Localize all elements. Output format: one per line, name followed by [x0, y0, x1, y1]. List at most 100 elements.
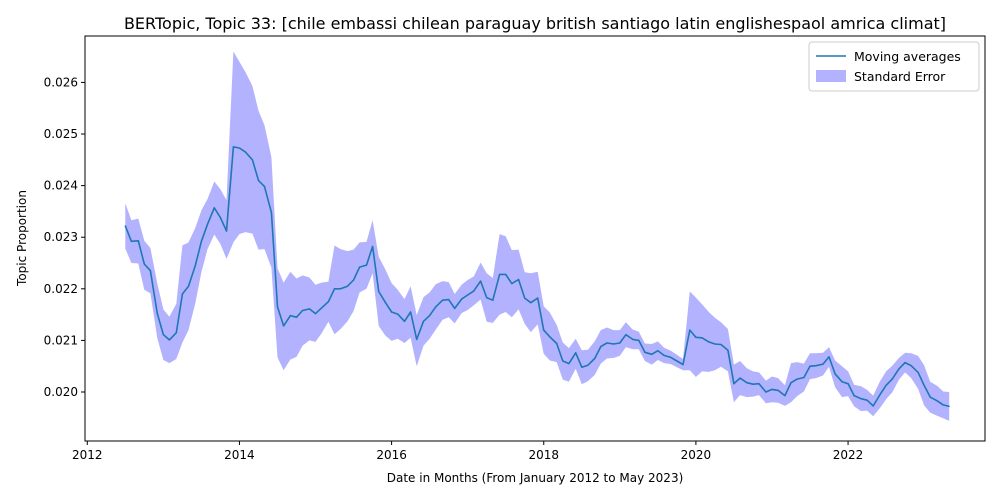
data-point — [511, 283, 513, 285]
data-point — [771, 388, 773, 390]
data-point — [936, 400, 938, 402]
data-point — [353, 279, 355, 281]
data-point — [333, 288, 336, 290]
x-tick-label: 2018 — [528, 448, 559, 462]
data-point — [238, 147, 240, 149]
data-point — [276, 306, 279, 308]
data-point — [632, 338, 634, 340]
data-point — [562, 360, 564, 362]
legend: Moving averages Standard Error — [808, 41, 980, 92]
y-tick-label: 0.026 — [44, 75, 78, 89]
data-point — [606, 342, 608, 344]
data-point — [682, 364, 684, 366]
data-point — [701, 337, 703, 339]
data-point — [206, 223, 209, 225]
plot-area — [124, 51, 950, 421]
data-point — [625, 334, 627, 336]
legend-label-standard-error: Standard Error — [854, 69, 946, 84]
data-point — [898, 368, 900, 370]
data-point — [137, 240, 139, 242]
data-point — [879, 394, 881, 396]
legend-band-swatch — [816, 70, 846, 82]
data-point — [492, 299, 494, 301]
data-point — [232, 146, 234, 148]
data-point — [518, 278, 520, 281]
data-point — [929, 396, 931, 398]
data-point — [720, 343, 722, 346]
data-point — [746, 382, 748, 384]
data-point — [676, 360, 678, 362]
data-point — [663, 354, 665, 356]
data-point — [467, 294, 469, 296]
data-point — [505, 273, 507, 275]
data-point — [581, 366, 583, 368]
data-point — [917, 371, 919, 373]
y-tick-label: 0.020 — [44, 385, 78, 399]
data-point — [695, 336, 697, 338]
legend-label-moving-averages: Moving averages — [854, 49, 961, 64]
data-point — [543, 329, 545, 331]
data-point — [486, 297, 488, 299]
data-point — [359, 266, 361, 268]
data-point — [473, 290, 475, 292]
data-point — [657, 350, 659, 352]
data-point — [815, 365, 817, 367]
data-point — [283, 325, 285, 327]
data-point — [340, 288, 342, 290]
data-point — [549, 336, 551, 338]
data-point — [194, 265, 196, 267]
data-point — [796, 378, 798, 380]
data-point — [314, 313, 317, 315]
data-point — [365, 264, 368, 266]
data-point — [866, 399, 868, 401]
data-point — [200, 240, 202, 242]
data-point — [619, 342, 621, 344]
y-tick-label: 0.024 — [44, 179, 78, 193]
data-point — [847, 383, 849, 385]
data-point — [213, 207, 215, 209]
data-point — [244, 151, 247, 153]
data-point — [537, 297, 539, 299]
data-point — [270, 211, 272, 213]
data-point — [651, 353, 653, 355]
data-point — [397, 313, 399, 315]
data-point — [251, 159, 253, 161]
data-point — [727, 349, 729, 351]
data-point — [758, 383, 760, 385]
data-point — [860, 398, 862, 400]
data-point — [568, 363, 570, 365]
data-point — [809, 365, 811, 367]
x-axis-label: Date in Months (From January 2012 to May… — [387, 471, 684, 485]
data-point — [891, 378, 893, 380]
y-axis-label: Topic Proportion — [15, 190, 29, 287]
data-point — [853, 395, 855, 397]
data-point — [803, 376, 805, 379]
data-point — [378, 290, 380, 292]
data-point — [156, 313, 158, 315]
data-point — [372, 245, 374, 248]
data-point — [130, 240, 132, 242]
data-point — [442, 299, 444, 301]
x-tick-label: 2012 — [72, 448, 103, 462]
data-point — [923, 384, 925, 386]
data-point — [948, 405, 950, 407]
y-tick-label: 0.022 — [44, 282, 78, 296]
data-point — [765, 391, 767, 393]
chart-title: BERTopic, Topic 33: [chile embassi chile… — [124, 14, 946, 33]
data-point — [790, 382, 792, 384]
data-point — [454, 307, 456, 309]
data-point — [175, 332, 177, 334]
axes-frame — [84, 35, 986, 442]
data-point — [149, 270, 151, 272]
x-axis: 2012 2014 2016 2018 2020 2022 — [72, 441, 863, 462]
data-point — [295, 316, 298, 318]
data-point — [429, 315, 431, 317]
data-point — [181, 293, 183, 295]
data-point — [327, 301, 329, 303]
data-point — [733, 383, 735, 385]
data-point — [670, 356, 672, 358]
data-point — [391, 311, 393, 313]
x-tick-label: 2022 — [833, 448, 864, 462]
data-point — [739, 377, 741, 379]
